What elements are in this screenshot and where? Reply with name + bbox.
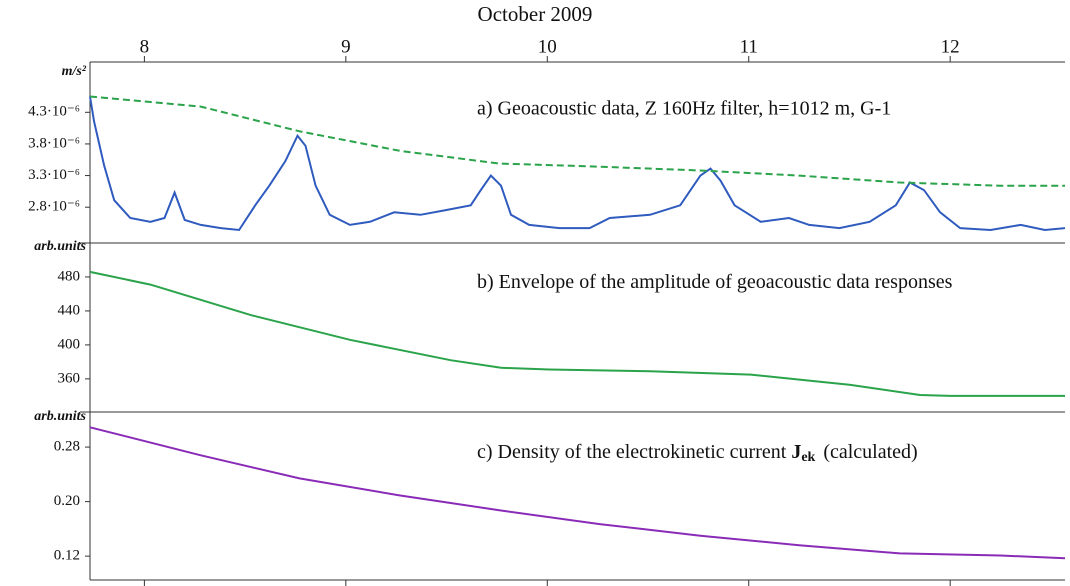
chart-title: October 2009 [478,2,593,26]
annotation: c) Density of the electrokinetic current… [477,441,918,466]
y-tick-label: 0.20 [54,493,80,509]
x-tick-label: 11 [740,36,758,57]
y-tick-label: 2.8·10⁻⁶ [28,199,80,215]
y-tick-label: 4.3·10⁻⁶ [28,104,80,120]
annotation-symbol: J [791,441,801,463]
annotation-text: (calculated) [823,441,917,463]
y-tick-label: 0.28 [54,439,80,455]
y-unit-label: arb.units [34,409,86,424]
annotation-subscript: ek [801,450,815,465]
y-tick-label: 0.12 [54,548,80,564]
y-tick-label: 3.3·10⁻⁶ [28,167,80,183]
y-tick-label: 440 [58,302,81,318]
y-unit-label: m/s² [62,64,87,79]
y-unit-label: arb.units [34,239,86,254]
annotation: a) Geoacoustic data, Z 160Hz filter, h=1… [477,97,891,119]
x-tick-label: 12 [941,36,960,57]
x-tick-label: 10 [538,36,557,57]
y-tick-label: 360 [58,370,81,386]
y-tick-label: 3.8·10⁻⁶ [28,135,80,151]
data-line [89,95,1065,187]
y-tick-label: 400 [58,336,81,352]
annotation: b) Envelope of the amplitude of geoacous… [477,271,953,293]
data-line [89,270,1065,397]
data-line [89,426,1066,560]
data-line [89,96,1066,232]
y-tick-label: 480 [58,268,81,284]
x-tick-label: 8 [140,36,150,57]
annotation-text: c) Density of the electrokinetic current [477,441,787,463]
x-tick-label: 9 [341,36,351,57]
